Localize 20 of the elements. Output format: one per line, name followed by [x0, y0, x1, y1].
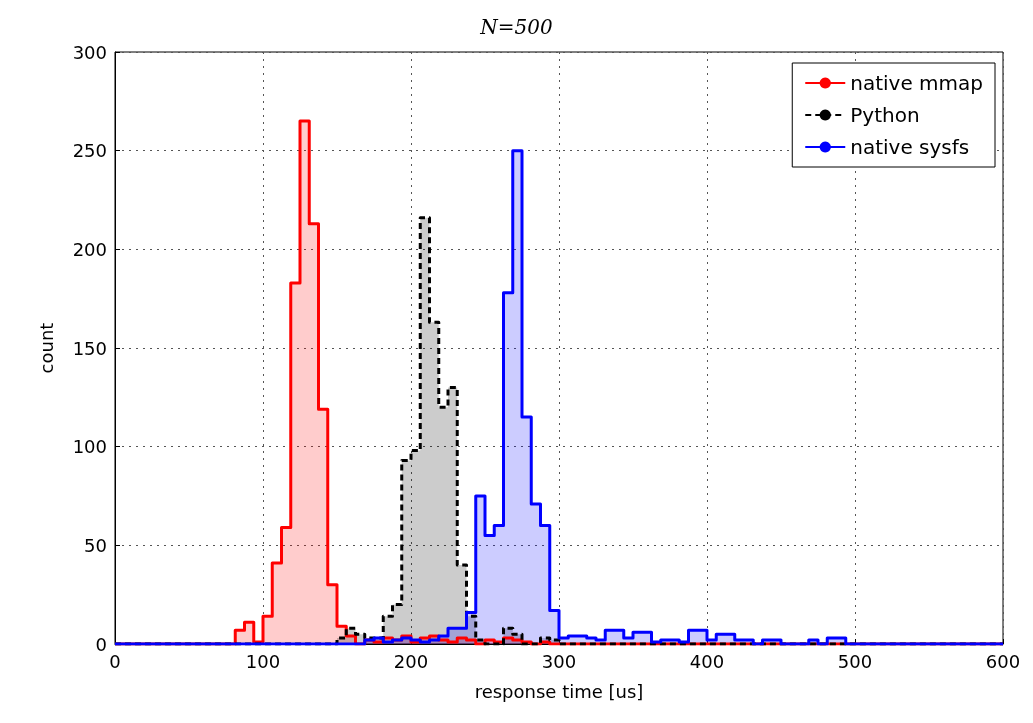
legend-label: native mmap [850, 71, 984, 95]
x-tick-label: 500 [837, 650, 873, 672]
y-tick-label: 250 [72, 140, 107, 162]
x-tick-label: 300 [541, 650, 577, 672]
x-tick-label: 200 [393, 650, 429, 672]
legend-label: native sysfs [850, 135, 970, 159]
y-tick-label: 150 [72, 337, 107, 359]
y-tick-label: 0 [95, 633, 107, 655]
y-tick-label: 200 [72, 238, 107, 260]
x-axis-title: response time [us] [474, 680, 644, 702]
chart-title: N=500 [479, 15, 553, 39]
legend-label: Python [850, 103, 920, 127]
x-tick-label: 100 [245, 650, 281, 672]
x-tick-label: 600 [985, 650, 1021, 672]
x-tick-label: 0 [109, 650, 121, 672]
y-axis-title: count [35, 322, 57, 374]
x-tick-label: 400 [689, 650, 725, 672]
y-tick-label: 300 [72, 41, 107, 63]
y-tick-label: 50 [84, 534, 107, 556]
y-tick-label: 100 [72, 436, 107, 458]
